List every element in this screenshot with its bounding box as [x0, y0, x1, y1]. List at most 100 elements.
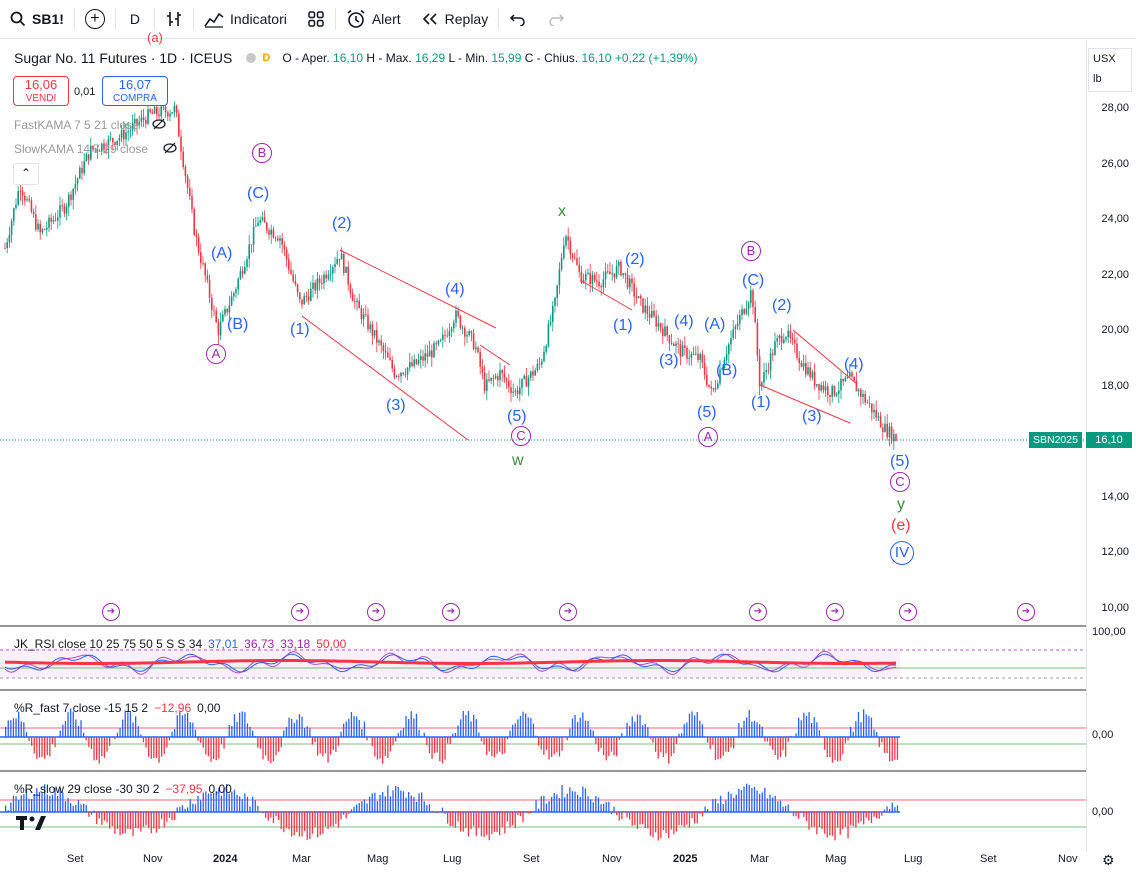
histogram-bar	[818, 812, 821, 827]
histogram-bar	[228, 725, 230, 737]
candle-body	[519, 387, 521, 395]
market-status-icon	[246, 53, 257, 63]
histogram-bar	[652, 812, 654, 838]
candle-body	[402, 372, 404, 375]
eye-off-icon[interactable]	[163, 141, 177, 155]
currency-unit-selector[interactable]: USX lb	[1088, 48, 1132, 92]
candle-body	[571, 254, 574, 258]
histogram-bar	[408, 719, 410, 737]
histogram-bar	[155, 737, 158, 758]
undo-button[interactable]	[499, 0, 537, 38]
histogram-bar	[428, 804, 431, 812]
candle-body	[384, 351, 387, 353]
event-marker-icon[interactable]: ➔	[826, 603, 844, 621]
histogram-bar	[782, 737, 784, 751]
histogram-bar	[626, 722, 628, 737]
candle-body	[270, 229, 272, 235]
histogram-bar	[272, 812, 275, 824]
event-marker-icon[interactable]: ➔	[102, 603, 120, 621]
candle-body	[873, 409, 875, 413]
histogram-bar	[725, 800, 727, 812]
settings-gear-icon[interactable]: ⚙	[1102, 852, 1115, 868]
candle-body	[107, 138, 110, 151]
price-chart[interactable]	[0, 38, 1086, 852]
event-marker-icon[interactable]: ➔	[749, 603, 767, 621]
divider	[73, 8, 75, 30]
event-marker-icon[interactable]: ➔	[442, 603, 460, 621]
fast-kama-label[interactable]: FastKAMA 7 5 21 close	[14, 118, 139, 132]
histogram-bar	[10, 802, 12, 812]
histogram-bar	[496, 737, 498, 754]
histogram-bar	[540, 796, 542, 812]
alert-button[interactable]: Alert	[336, 0, 411, 38]
rsi-name: JK_RSI close 10 25 75 50 5 S S 34	[14, 637, 203, 651]
histogram-bar	[613, 737, 615, 756]
histogram-bar	[59, 788, 61, 812]
indicators-button[interactable]: Indicatori	[194, 0, 297, 38]
histogram-bar	[140, 734, 142, 737]
buy-button[interactable]: 16,07 COMPRA	[102, 76, 168, 106]
histogram-bar	[376, 801, 379, 812]
histogram-bar	[304, 727, 306, 737]
histogram-bar	[348, 718, 350, 737]
candle-body	[255, 225, 257, 227]
candle-body	[739, 315, 741, 324]
histogram-bar	[639, 714, 641, 737]
histogram-bar	[194, 729, 197, 737]
collapse-legend-button[interactable]: ⌃	[13, 163, 39, 185]
candle-body	[129, 130, 132, 132]
histogram-bar	[20, 721, 22, 737]
templates-button[interactable]	[297, 0, 335, 38]
histogram-bar	[475, 719, 477, 737]
histogram-bar	[38, 792, 41, 812]
histogram-bar	[790, 735, 792, 737]
candle-body	[191, 196, 193, 210]
candle-body	[391, 360, 393, 369]
histogram-bar	[428, 737, 431, 754]
candle-body	[94, 148, 96, 150]
histogram-bar	[246, 723, 249, 737]
histogram-bar	[603, 803, 605, 812]
candle-body	[758, 355, 761, 387]
histogram-bar	[621, 733, 623, 737]
compare-button[interactable]: +	[75, 0, 115, 38]
eye-off-icon[interactable]	[152, 117, 166, 131]
event-marker-icon[interactable]: ➔	[291, 603, 309, 621]
candle-body	[776, 338, 778, 342]
candle-body	[327, 275, 330, 279]
histogram-bar	[584, 720, 587, 737]
event-marker-icon[interactable]: ➔	[1017, 603, 1035, 621]
histogram-bar	[774, 795, 776, 812]
redo-button[interactable]	[537, 0, 575, 38]
candle-body	[90, 145, 92, 160]
histogram-bar	[595, 795, 597, 812]
search-icon	[10, 11, 26, 27]
chart-type-button[interactable]	[155, 0, 193, 38]
histogram-bar	[402, 791, 405, 812]
slow-kama-label[interactable]: SlowKAMA 14 7 29 close	[14, 142, 149, 156]
histogram-bar	[168, 737, 171, 741]
candle-body	[369, 324, 371, 330]
histogram-bar	[98, 812, 100, 819]
candle-body	[338, 258, 341, 260]
wave-label: (4)	[844, 356, 864, 373]
sell-button[interactable]: 16,06 VENDI	[13, 76, 69, 106]
wave-label: A	[698, 427, 718, 447]
event-marker-icon[interactable]: ➔	[559, 603, 577, 621]
candle-body	[811, 371, 814, 378]
interval-button[interactable]: D	[116, 0, 154, 38]
histogram-bar	[696, 812, 698, 824]
candle-body	[52, 219, 55, 222]
candle-body	[772, 353, 774, 355]
candle-body	[237, 279, 239, 290]
candle-body	[670, 343, 673, 344]
event-marker-icon[interactable]: ➔	[899, 603, 917, 621]
histogram-bar	[813, 812, 815, 827]
event-marker-icon[interactable]: ➔	[367, 603, 385, 621]
histogram-bar	[293, 722, 295, 737]
symbol-search[interactable]: SB1!	[0, 0, 74, 38]
candle-body	[138, 121, 140, 126]
replay-button[interactable]: Replay	[411, 0, 499, 38]
price-tick: 28,00	[1101, 102, 1129, 114]
histogram-bar	[509, 730, 511, 737]
